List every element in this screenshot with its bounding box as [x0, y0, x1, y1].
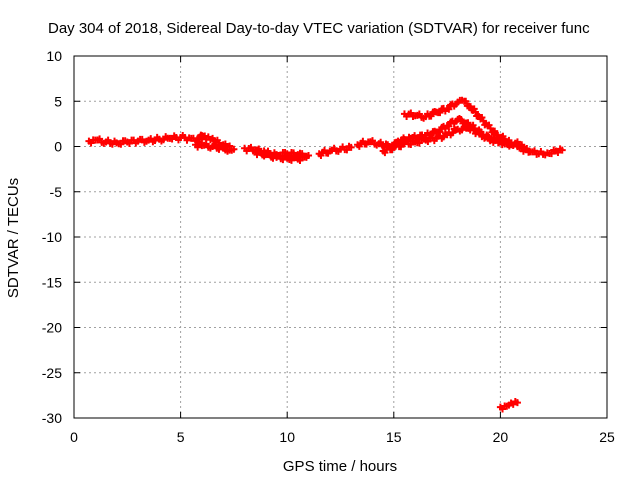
data-point-trail — [537, 147, 549, 159]
data-point-trail — [317, 146, 332, 159]
y-tick-label: -15 — [42, 274, 62, 290]
data-point — [501, 135, 509, 143]
y-tick-label: -10 — [42, 229, 62, 245]
data-point-trail — [545, 146, 558, 158]
data-point-trail — [296, 152, 308, 164]
chart-title: Day 304 of 2018, Sidereal Day-to-day VTE… — [48, 20, 590, 37]
data-point-trail — [445, 100, 460, 113]
data-point-trail — [490, 134, 502, 147]
data-point-trail — [125, 136, 140, 148]
axis-ticks: 0 5 10 15 20 25 -30 -25 -20 -15 -10 -5 0 5 10 — [42, 48, 615, 445]
x-tick-label: 20 — [493, 429, 509, 445]
data-point-trail — [434, 122, 449, 136]
data-point-trail — [396, 133, 413, 147]
data-point-trail — [434, 129, 449, 142]
data-point-trail — [409, 131, 428, 143]
data-point-trail — [355, 137, 370, 150]
data-point-trail — [499, 136, 513, 148]
x-tick-label: 25 — [599, 429, 615, 445]
data-point — [347, 143, 355, 151]
data-point-trail — [264, 150, 279, 162]
data-point-trail — [104, 136, 119, 148]
data-point-trail — [136, 135, 150, 146]
data-point-trail — [285, 153, 300, 164]
data-point-trail — [434, 104, 449, 117]
y-tick-label: -25 — [42, 365, 62, 381]
y-tick-label: -5 — [50, 184, 63, 200]
data-point-trail — [147, 133, 161, 146]
x-tick-label: 10 — [279, 429, 295, 445]
data-point-trail — [204, 133, 214, 144]
x-axis-label: GPS time / hours — [283, 458, 397, 475]
x-tick-label: 15 — [386, 429, 402, 445]
y-tick-label: 10 — [46, 48, 62, 64]
data-point-trail — [93, 135, 108, 147]
data-point-trail — [456, 96, 466, 104]
y-tick-label: -20 — [42, 320, 62, 336]
data-point-trail — [275, 152, 289, 164]
data-point-trail — [485, 121, 499, 136]
x-tick-label: 5 — [177, 429, 185, 445]
data-point-trail — [413, 110, 428, 122]
y-tick-label: 5 — [54, 93, 62, 109]
data-point-trail — [200, 140, 214, 152]
data-point-trail — [211, 141, 225, 153]
data-point-trail — [505, 399, 515, 409]
data-point-trail — [253, 147, 268, 160]
data-point-trail — [195, 131, 205, 147]
data-point-trail — [499, 402, 509, 413]
data-point-trail — [554, 145, 564, 156]
data-point-trail — [199, 132, 209, 140]
data-point-trail — [464, 119, 477, 131]
data-point-trail — [366, 137, 381, 149]
x-tick-label: 0 — [70, 429, 78, 445]
data-point-trail — [339, 142, 353, 154]
data-point-trail — [226, 142, 236, 154]
data-point-trail — [481, 131, 494, 145]
data-point — [302, 153, 310, 161]
y-tick-label: 0 — [54, 139, 62, 155]
data-point-trail — [528, 147, 541, 158]
data-point-trail — [221, 146, 232, 155]
data-points — [85, 96, 566, 413]
data-point-trail — [381, 143, 396, 157]
data-point-trail — [87, 136, 97, 147]
data-point — [513, 399, 521, 407]
data-point — [226, 146, 234, 154]
data-point-trail — [494, 131, 507, 143]
data-point — [558, 146, 566, 154]
data-point-trail — [445, 117, 460, 130]
data-point-trail — [115, 137, 129, 148]
y-axis-label: SDTVAR / TECUs — [5, 178, 22, 298]
data-point-trail — [328, 144, 342, 155]
y-tick-label: -30 — [42, 410, 62, 426]
data-point-trail — [168, 132, 182, 144]
data-point-trail — [194, 141, 204, 151]
grid — [74, 56, 607, 418]
